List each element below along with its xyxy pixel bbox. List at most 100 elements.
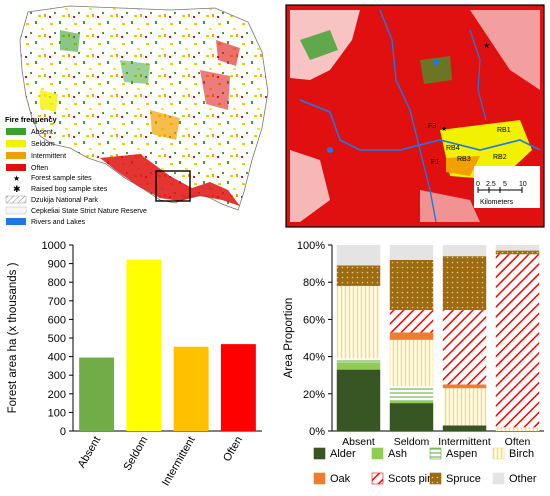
legend-label-often: Often: [31, 165, 48, 172]
legend-label-seldom: Seldom: [31, 141, 55, 148]
legend-label: Spruce: [446, 473, 481, 485]
site-label-rb1: RB1: [497, 127, 511, 134]
legend-swatch-ash: [371, 447, 384, 460]
x-tick-label: Often: [505, 436, 531, 448]
segment-birch: [495, 427, 540, 431]
legend-swatch-absent: [6, 128, 26, 135]
bar-often: [220, 344, 256, 431]
y-tick-label: 40%: [303, 352, 325, 364]
x-axis-labels: Absent Seldom Intermittent Often: [342, 436, 530, 448]
y-tick-label: 600: [48, 314, 66, 326]
y-tick-label: 20%: [303, 389, 325, 401]
legend-label-rivers: Rivers and Lakes: [31, 219, 86, 226]
y-tick-label: 300: [48, 370, 66, 382]
scale-tick-label: 5: [503, 181, 507, 188]
scale-tick-label: 10: [519, 181, 527, 188]
legend-label-national-park: Dzukija National Park: [31, 197, 98, 204]
x-tick-label: Seldom: [121, 435, 150, 473]
segment-ash: [389, 401, 434, 404]
area-proportion-chart: 0% 20% 40% 60% 80% 100% Absent Seldom Intermitt…: [283, 240, 544, 485]
segment-birch: [336, 285, 381, 359]
chart-legend: Alder Ash Aspen Birch Oak Scots pine Spruce Oth…: [313, 447, 537, 485]
segment-birch: [389, 339, 434, 387]
segment-other: [442, 245, 487, 257]
scale-tick-label: 0: [476, 181, 480, 188]
y-tick-label: 100: [48, 407, 66, 419]
legend-label-reserve: Cepkeliai State Strict Nature Reserve: [31, 208, 147, 215]
legend-label: Birch: [509, 448, 534, 460]
scale-unit: Kilometers: [480, 199, 514, 206]
x-tick-label: Often: [221, 435, 245, 464]
star-icon: ★: [13, 174, 20, 183]
bars: [79, 259, 256, 431]
legend-label-forest-sites: Forest sample sites: [31, 175, 92, 182]
legend-swatch-alder: [313, 447, 326, 460]
legend-swatch-spruce: [429, 472, 442, 485]
site-label-f3: F3: [428, 123, 436, 130]
y-tick-label: 400: [48, 352, 66, 364]
segment-alder: [336, 369, 381, 431]
x-axis-labels: Absent Seldom Intermittent Often: [76, 435, 245, 489]
legend-title: Fire frequency: [5, 115, 58, 124]
segment-aspen: [389, 386, 434, 402]
x-tick-label: Absent: [76, 435, 104, 471]
legend-swatch-other: [492, 472, 505, 485]
segment-spruce: [442, 256, 487, 311]
legend-label: Aspen: [446, 448, 477, 460]
site-marker-star: ★: [441, 125, 447, 133]
y-axis-ticks: 0% 20% 40% 60% 80% 100%: [297, 240, 332, 438]
scale-bar: 0 2.5 5 10 Kilometers: [474, 166, 540, 208]
y-tick-label: 200: [48, 389, 66, 401]
y-tick-label: 800: [48, 277, 66, 289]
legend-label-bog-sites: Raised bog sample sites: [31, 186, 108, 193]
legend-label: Alder: [330, 448, 356, 460]
legend-swatch-reserve: [5, 206, 27, 215]
segment-oak: [442, 384, 487, 389]
legend-swatch-oak: [313, 472, 326, 485]
legend-swatch-rivers: [6, 218, 26, 225]
segment-other: [336, 245, 381, 266]
map-legend: Fire frequency Absent Seldom Intermitten…: [5, 115, 147, 226]
site-marker-star: ★: [483, 41, 490, 50]
segment-spruce: [389, 259, 434, 311]
x-tick-label: Absent: [342, 436, 375, 448]
segment-scots-pine: [495, 254, 540, 428]
y-axis-ticks: 0 100 200 300 400 500 600 700 800 900 1000: [42, 240, 73, 438]
legend-label: Ash: [388, 448, 407, 460]
legend-label: Other: [509, 473, 537, 485]
legend-swatch-birch: [492, 447, 505, 460]
bar-absent: [79, 357, 115, 431]
scale-tick-label: 2.5: [486, 181, 496, 188]
x-tick-label: Intermittent: [160, 435, 198, 489]
legend-label: Oak: [330, 473, 351, 485]
y-tick-label: 0: [60, 426, 66, 438]
segment-birch: [442, 388, 487, 426]
segment-ash: [336, 362, 381, 370]
legend-label: Scots pine: [388, 473, 439, 485]
y-tick-label: 0%: [309, 426, 325, 438]
asterisk-icon: ✱: [13, 184, 21, 194]
segment-other: [495, 245, 540, 251]
legend-label-absent: Absent: [31, 129, 53, 136]
segment-oak: [389, 332, 434, 340]
segment-other: [389, 245, 434, 260]
site-label-rb3: RB3: [457, 156, 471, 163]
segment-scots-pine: [389, 310, 434, 333]
country-map: [19, 5, 269, 211]
legend-swatch-intermittent: [6, 152, 26, 159]
legend-swatch-scots-pine: [371, 472, 384, 485]
site-label-f1: F1: [431, 159, 439, 166]
y-tick-label: 60%: [303, 314, 325, 326]
stacked-bars: [336, 245, 540, 431]
x-tick-label: Intermittent: [438, 436, 491, 448]
y-tick-label: 900: [48, 259, 66, 271]
y-tick-label: 500: [48, 333, 66, 345]
y-tick-label: 700: [48, 296, 66, 308]
y-axis-title: Forest area ha (x thousands ): [7, 262, 19, 413]
x-tick-label: Seldom: [394, 436, 430, 448]
legend-swatch-national-park: [5, 195, 27, 204]
y-axis-title: Area Proportion: [283, 298, 295, 379]
site-label-rb2: RB2: [493, 154, 507, 161]
y-tick-label: 100%: [297, 240, 325, 252]
